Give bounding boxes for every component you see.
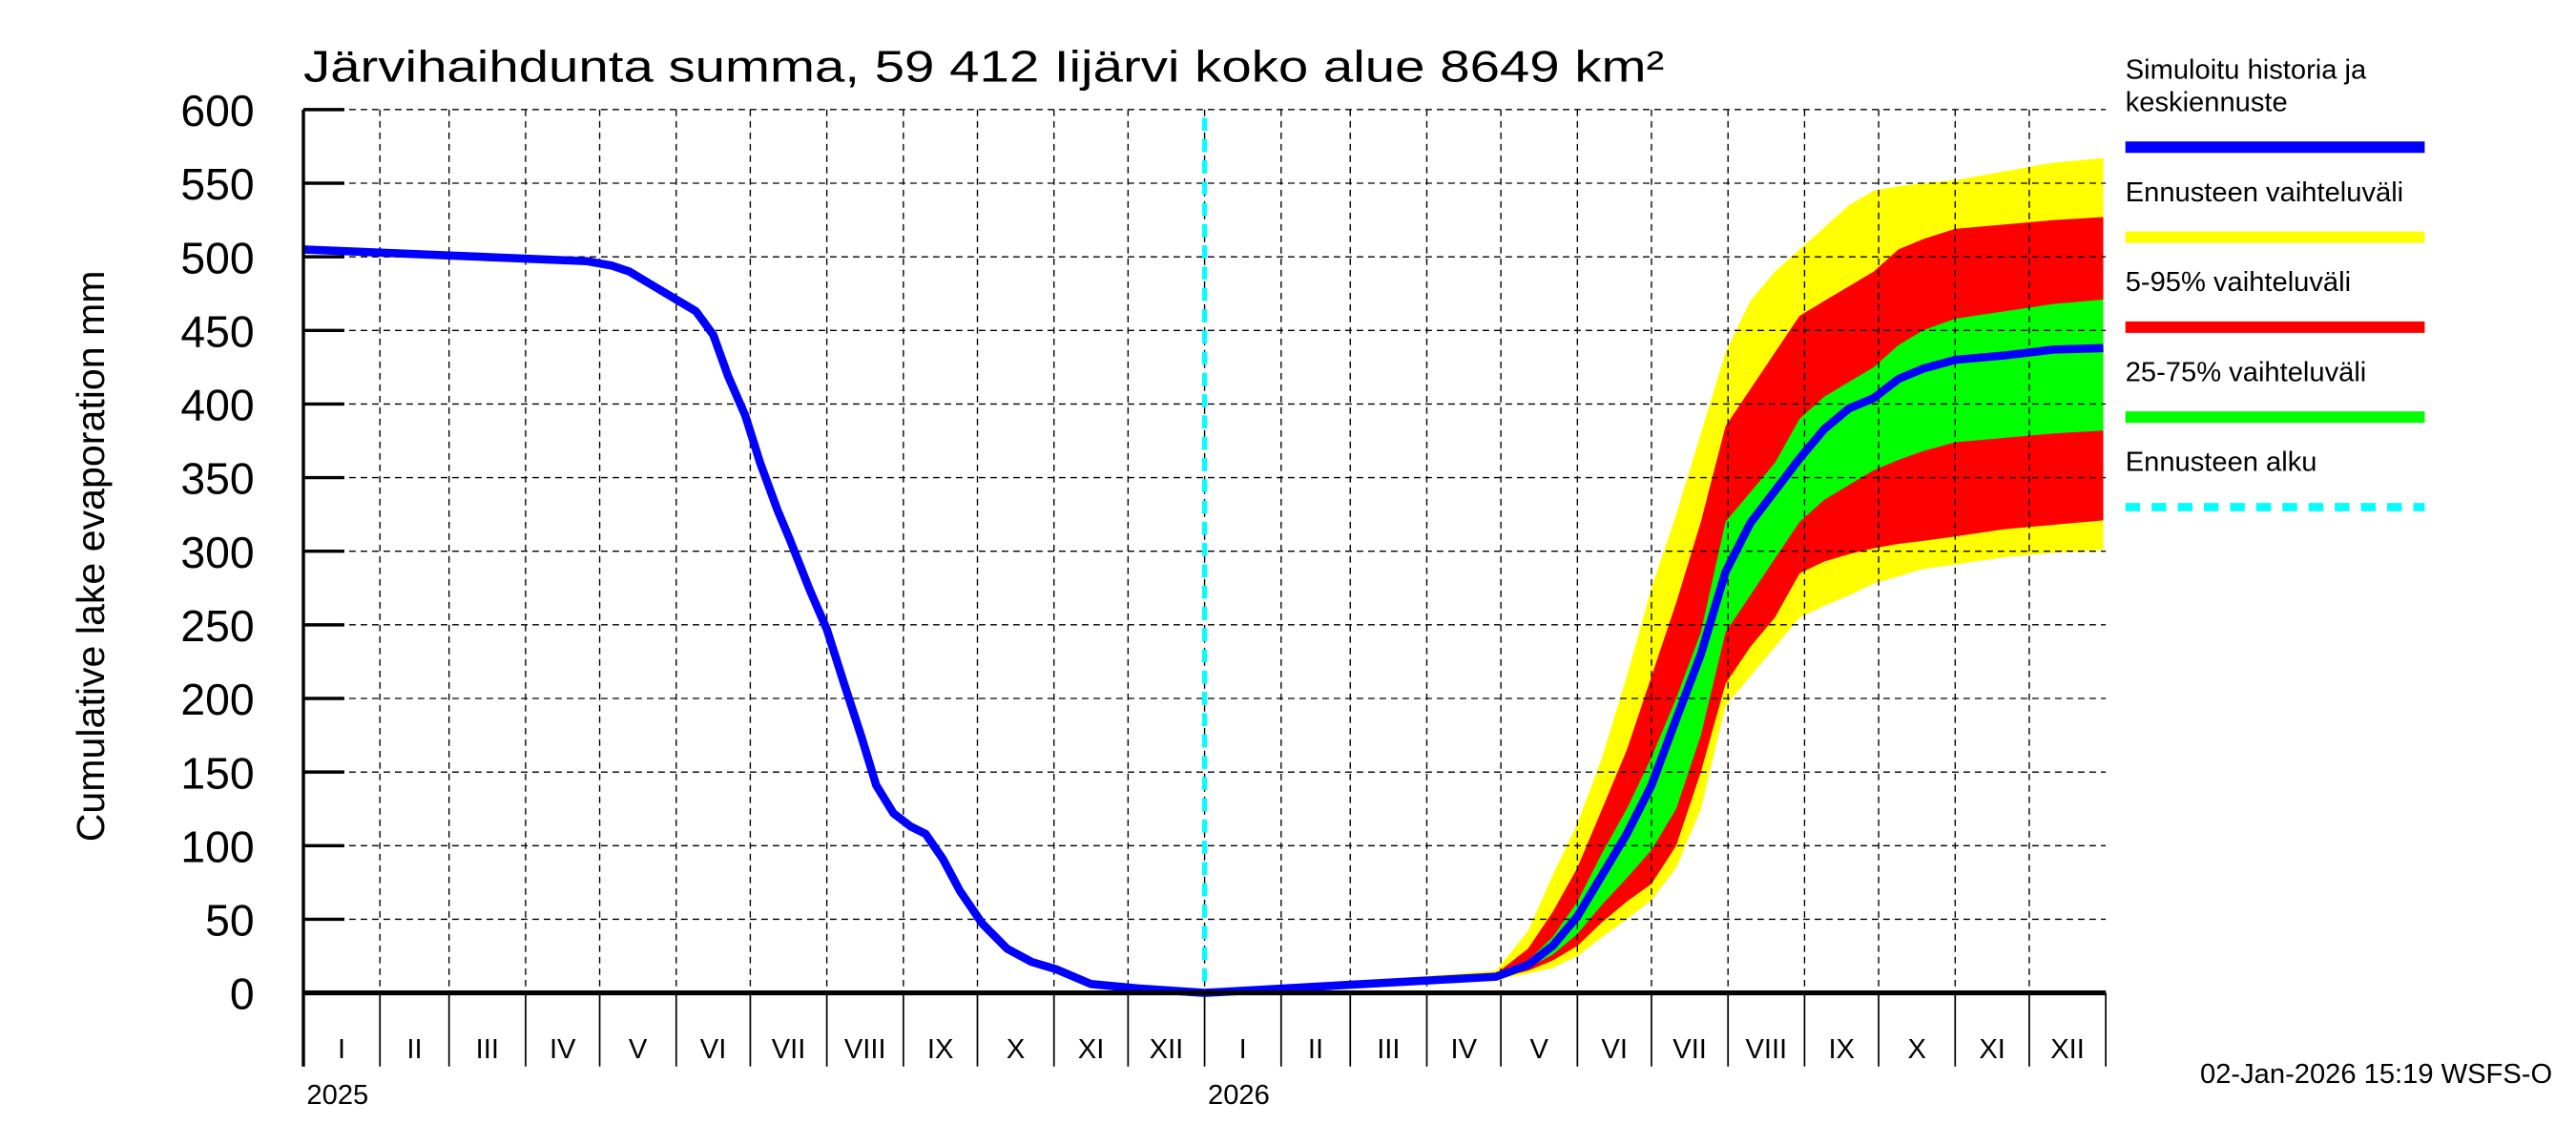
series-lines [302,117,2104,997]
grid-lines [302,109,2107,993]
month-label: IV [1451,1034,1478,1065]
legend-label: 5-95% vaihteluväli [2126,267,2351,298]
legend-label: Ennusteen alku [2126,448,2317,478]
forecast-bands [1204,157,2104,993]
month-label: VIII [1745,1034,1787,1065]
y-tick-label: 600 [180,86,254,135]
month-label: III [1377,1034,1400,1065]
month-label: IX [1828,1034,1855,1065]
month-label: II [1308,1034,1323,1065]
legend-label: 25-75% vaihteluväli [2126,357,2367,387]
month-label: II [406,1034,422,1065]
month-label: X [1007,1034,1025,1065]
y-tick-label: 150 [180,748,254,798]
month-label: III [476,1034,499,1065]
month-label: I [1239,1034,1247,1065]
p25-75-band [1204,299,2104,993]
month-label: V [629,1034,648,1065]
month-label: XI [1979,1034,2005,1065]
y-tick-label: 50 [205,896,254,946]
y-tick-label: 100 [180,822,254,871]
y-tick-label: 250 [180,601,254,651]
y-axis-label: Cumulative lake evaporation mm [69,270,113,842]
month-label: I [338,1034,345,1065]
y-tick-label: 200 [180,675,254,724]
legend-label: Simuloitu historia ja [2126,54,2367,85]
month-label: IX [927,1034,954,1065]
y-tick-label: 300 [180,528,254,577]
chart-title: Järvihaihdunta summa, 59 412 Iijärvi kok… [303,42,1664,92]
month-label: VII [772,1034,806,1065]
month-label: VI [700,1034,727,1065]
median-line [302,245,2104,997]
y-tick-label: 500 [180,233,254,282]
year-label: 2025 [306,1080,368,1111]
y-tick-label: 0 [230,969,255,1019]
month-label: XII [2050,1034,2085,1065]
year-label: 2026 [1208,1080,1270,1111]
timestamp-label: 02-Jan-2026 15:19 WSFS-O [2200,1059,2552,1090]
month-label: IV [550,1034,576,1065]
month-label: XI [1078,1034,1105,1065]
y-tick-label: 450 [180,306,254,356]
month-label: VII [1672,1034,1707,1065]
y-tick-label: 550 [180,159,254,209]
month-label: VIII [844,1034,886,1065]
month-label: V [1530,1034,1549,1065]
y-tick-label: 400 [180,381,254,430]
month-label: XII [1150,1034,1184,1065]
month-label: VI [1601,1034,1628,1065]
y-tick-label: 350 [180,454,254,504]
legend-label: keskiennuste [2126,88,2288,118]
legend-label: Ennusteen vaihteluväli [2126,177,2403,208]
month-label: X [1907,1034,1925,1065]
